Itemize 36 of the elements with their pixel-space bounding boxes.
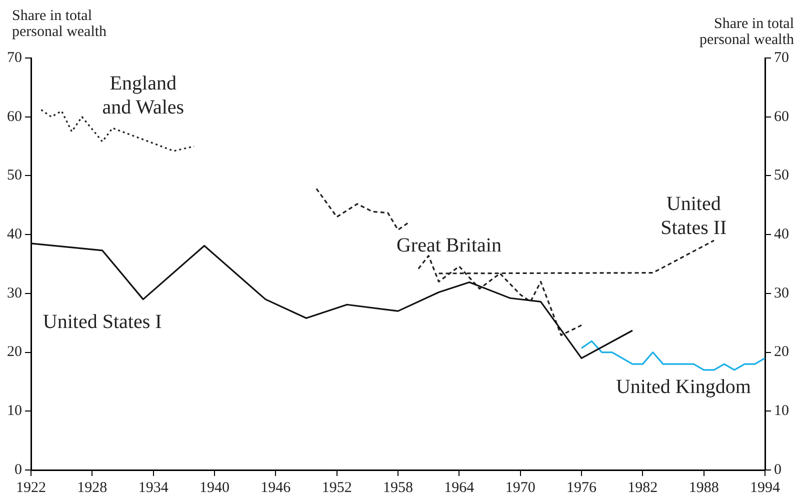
series-label: Great Britain — [396, 234, 502, 257]
series-label: United States II — [660, 193, 727, 240]
y-tick-label: 20 — [7, 344, 22, 360]
y-tick-label: 50 — [7, 168, 22, 184]
y-tick-label: 70 — [7, 50, 22, 66]
y2-tick-label: 50 — [774, 168, 789, 184]
y-axis-title: Share in total personal wealth — [12, 8, 108, 40]
y-tick-label: 40 — [7, 226, 22, 243]
series-label: United States I — [42, 311, 162, 334]
x-tick-label: 1964 — [444, 480, 475, 496]
y2-tick-label: 0 — [774, 462, 782, 478]
y-tick-label: 0 — [14, 462, 22, 478]
x-tick-label: 1922 — [16, 480, 46, 496]
x-tick-label: 1994 — [750, 480, 780, 496]
y2-tick-label: 10 — [774, 403, 789, 420]
series-label: United Kingdom — [616, 376, 752, 398]
y2-tick-label: 30 — [774, 285, 789, 302]
x-tick-label: 1958 — [383, 480, 413, 496]
y2-axis-title: Share in total personal wealth — [699, 16, 794, 48]
x-tick-label: 1970 — [505, 480, 536, 496]
x-tick-label: 1982 — [628, 480, 658, 496]
y2-tick-label: 40 — [774, 226, 789, 243]
y-tick-label: 60 — [7, 108, 22, 125]
x-tick-label: 1952 — [322, 480, 352, 496]
y2-tick-label: 60 — [774, 108, 789, 125]
y2-tick-label: 70 — [774, 50, 789, 66]
x-tick-label: 1988 — [688, 480, 719, 496]
y-tick-label: 30 — [7, 285, 22, 302]
x-tick-label: 1928 — [77, 480, 108, 496]
y2-tick-label: 20 — [774, 344, 789, 360]
x-tick-label: 1940 — [200, 480, 230, 496]
x-tick-label: 1946 — [260, 480, 292, 496]
y-tick-label: 10 — [7, 403, 22, 420]
series-label: England and Wales — [102, 72, 184, 119]
x-tick-label: 1934 — [138, 480, 169, 496]
x-tick-label: 1976 — [566, 480, 597, 496]
